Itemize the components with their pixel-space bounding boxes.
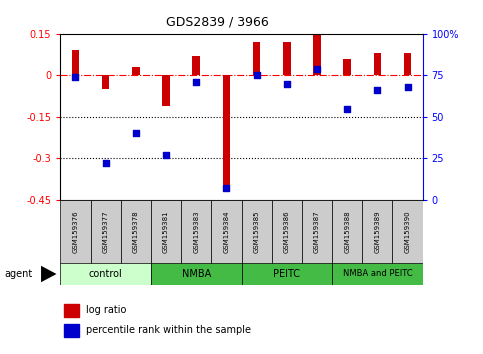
Text: GSM159387: GSM159387	[314, 211, 320, 253]
Text: GSM159386: GSM159386	[284, 211, 290, 253]
Text: NMBA and PEITC: NMBA and PEITC	[342, 269, 412, 279]
Bar	[71, 50, 79, 75]
FancyBboxPatch shape	[60, 200, 91, 264]
FancyBboxPatch shape	[60, 263, 151, 285]
Point	[343, 105, 351, 111]
Point	[132, 131, 140, 136]
Text: GSM159389: GSM159389	[374, 211, 380, 253]
Text: log ratio: log ratio	[86, 305, 127, 315]
FancyBboxPatch shape	[242, 200, 271, 264]
Polygon shape	[41, 266, 57, 282]
Text: GDS2839 / 3966: GDS2839 / 3966	[166, 16, 269, 29]
Point	[192, 79, 200, 85]
Text: agent: agent	[5, 269, 33, 279]
Bar	[102, 75, 110, 89]
FancyBboxPatch shape	[332, 263, 423, 285]
Bar	[343, 59, 351, 75]
Bar	[64, 304, 79, 317]
Text: GSM159383: GSM159383	[193, 211, 199, 253]
Bar	[223, 75, 230, 192]
Point	[71, 74, 79, 80]
Text: control: control	[89, 269, 123, 279]
FancyBboxPatch shape	[242, 263, 332, 285]
FancyBboxPatch shape	[181, 200, 212, 264]
Bar	[64, 324, 79, 337]
Text: GSM159384: GSM159384	[224, 211, 229, 253]
Point	[313, 66, 321, 72]
Text: GSM159376: GSM159376	[72, 211, 78, 253]
FancyBboxPatch shape	[332, 200, 362, 264]
Text: GSM159385: GSM159385	[254, 211, 259, 253]
Bar	[283, 42, 291, 75]
Text: GSM159381: GSM159381	[163, 211, 169, 253]
Text: GSM159377: GSM159377	[103, 211, 109, 253]
FancyBboxPatch shape	[91, 200, 121, 264]
Text: percentile rank within the sample: percentile rank within the sample	[86, 325, 252, 336]
Bar	[162, 75, 170, 106]
Text: GSM159378: GSM159378	[133, 211, 139, 253]
Text: GSM159390: GSM159390	[405, 211, 411, 253]
Text: GSM159388: GSM159388	[344, 211, 350, 253]
Bar	[253, 42, 260, 75]
Bar	[132, 67, 140, 75]
Point	[404, 84, 412, 90]
Bar	[404, 53, 412, 75]
FancyBboxPatch shape	[121, 200, 151, 264]
FancyBboxPatch shape	[151, 263, 242, 285]
Bar	[373, 53, 381, 75]
FancyBboxPatch shape	[271, 200, 302, 264]
FancyBboxPatch shape	[151, 200, 181, 264]
Point	[223, 185, 230, 191]
FancyBboxPatch shape	[362, 200, 393, 264]
Point	[102, 161, 110, 166]
Text: PEITC: PEITC	[273, 269, 300, 279]
Point	[162, 152, 170, 158]
Point	[373, 87, 381, 93]
FancyBboxPatch shape	[302, 200, 332, 264]
Text: NMBA: NMBA	[182, 269, 211, 279]
Point	[253, 73, 260, 78]
Point	[283, 81, 291, 86]
FancyBboxPatch shape	[393, 200, 423, 264]
Bar	[192, 56, 200, 75]
FancyBboxPatch shape	[212, 200, 242, 264]
Bar	[313, 34, 321, 75]
